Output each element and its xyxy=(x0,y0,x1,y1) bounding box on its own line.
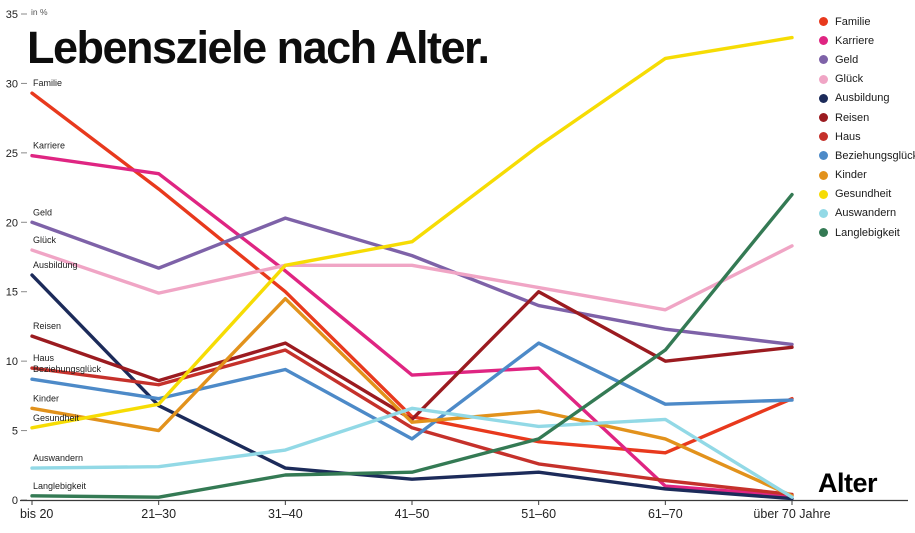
legend-item-familie: Familie xyxy=(819,12,915,31)
legend-swatch-icon xyxy=(819,93,828,103)
y-axis-tick-label: 15 xyxy=(6,287,18,299)
legend-swatch-icon xyxy=(819,55,828,65)
legend-swatch-icon xyxy=(819,189,828,199)
series-line-glück xyxy=(30,244,794,312)
series-start-label-kinder: Kinder xyxy=(33,393,59,403)
series-start-label-reisen: Reisen xyxy=(33,321,61,331)
legend-swatch-icon xyxy=(819,36,828,46)
series-line-karriere xyxy=(30,153,794,498)
series-start-label-haus: Haus xyxy=(33,353,55,363)
x-axis-tick-label: bis 20 xyxy=(20,507,53,521)
y-axis-tick-label: 0 xyxy=(12,495,18,507)
series-start-label-familie: Familie xyxy=(33,78,62,88)
series-start-label-ausbildung: Ausbildung xyxy=(33,260,78,270)
legend-label: Langlebigkeit xyxy=(835,226,900,239)
legend-item-glück: Glück xyxy=(819,70,915,89)
legend-swatch-icon xyxy=(819,17,828,27)
y-axis-tick-label: 35 xyxy=(6,9,18,21)
legend-item-beziehungsglück: Beziehungsglück xyxy=(819,146,915,165)
legend-label: Karriere xyxy=(835,34,875,47)
y-axis-tick-label: 25 xyxy=(6,148,18,160)
series-line-familie xyxy=(30,91,794,455)
legend: Familie Karriere Geld Glück Ausbildung Reisen… xyxy=(819,12,915,242)
legend-item-kinder: Kinder xyxy=(819,166,915,185)
series-line-reisen xyxy=(30,290,794,422)
y-axis-tick-label: 20 xyxy=(6,217,18,229)
legend-item-ausbildung: Ausbildung xyxy=(819,89,915,108)
legend-item-reisen: Reisen xyxy=(819,108,915,127)
legend-label: Glück xyxy=(835,73,864,86)
x-axis-tick-label: 31–40 xyxy=(268,507,303,521)
legend-item-gesundheit: Gesundheit xyxy=(819,185,915,204)
series-line-haus xyxy=(30,348,794,497)
legend-label: Ausbildung xyxy=(835,92,890,105)
legend-label: Gesundheit xyxy=(835,188,892,201)
series-start-label-geld: Geld xyxy=(33,207,52,217)
legend-label: Geld xyxy=(835,53,859,66)
x-axis-tick-label: über 70 Jahre xyxy=(753,507,830,521)
legend-swatch-icon xyxy=(819,113,828,123)
legend-item-langlebigkeit: Langlebigkeit xyxy=(819,223,915,242)
legend-label: Familie xyxy=(835,15,871,28)
legend-label: Reisen xyxy=(835,111,870,124)
legend-swatch-icon xyxy=(819,132,828,142)
y-axis-tick-label: 5 xyxy=(12,426,18,438)
series-line-gesundheit xyxy=(30,35,794,430)
chart-title: Lebensziele nach Alter. xyxy=(27,22,490,73)
series-line-beziehungsglück xyxy=(30,341,794,441)
y-axis-tick-label: 30 xyxy=(6,78,18,90)
legend-item-karriere: Karriere xyxy=(819,31,915,50)
legend-label: Kinder xyxy=(835,169,867,182)
series-line-geld xyxy=(30,216,794,347)
legend-swatch-icon xyxy=(819,74,828,84)
x-axis-tick-label: 61–70 xyxy=(648,507,683,521)
x-axis-tick-label: 51–60 xyxy=(521,507,556,521)
series-line-langlebigkeit xyxy=(30,192,794,499)
series-start-label-beziehungsglück: Beziehungsglück xyxy=(33,364,102,374)
series-line-kinder xyxy=(30,296,794,498)
legend-item-haus: Haus xyxy=(819,127,915,146)
legend-swatch-icon xyxy=(819,170,828,180)
legend-swatch-icon xyxy=(819,151,828,161)
series-line-auswandern xyxy=(30,406,794,499)
legend-label: Auswandern xyxy=(835,207,897,220)
series-start-label-glück: Glück xyxy=(33,235,57,245)
y-axis-unit-label: in % xyxy=(31,7,48,17)
y-axis-tick-label: 10 xyxy=(6,356,18,368)
legend-item-geld: Geld xyxy=(819,50,915,69)
legend-swatch-icon xyxy=(819,228,828,238)
legend-label: Beziehungsglück xyxy=(835,149,915,162)
x-axis-tick-label: 21–30 xyxy=(141,507,176,521)
series-start-label-langlebigkeit: Langlebigkeit xyxy=(33,481,87,491)
series-start-label-karriere: Karriere xyxy=(33,141,65,151)
legend-label: Haus xyxy=(835,130,861,143)
series-start-label-auswandern: Auswandern xyxy=(33,453,83,463)
x-axis-tick-label: 41–50 xyxy=(395,507,430,521)
legend-swatch-icon xyxy=(819,208,828,218)
legend-item-auswandern: Auswandern xyxy=(819,204,915,223)
x-axis-title: Alter xyxy=(818,468,878,498)
series-line-ausbildung xyxy=(30,273,794,501)
series-start-label-gesundheit: Gesundheit xyxy=(33,413,80,423)
